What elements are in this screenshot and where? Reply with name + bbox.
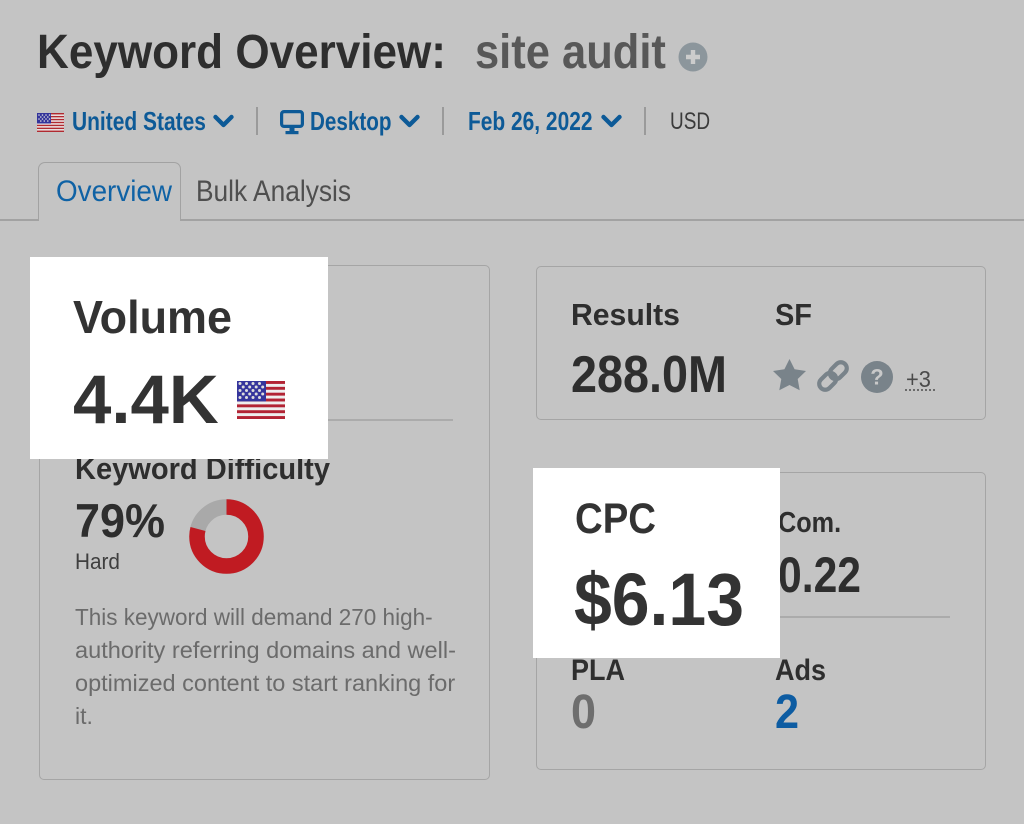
svg-text:?: ? — [870, 365, 883, 390]
